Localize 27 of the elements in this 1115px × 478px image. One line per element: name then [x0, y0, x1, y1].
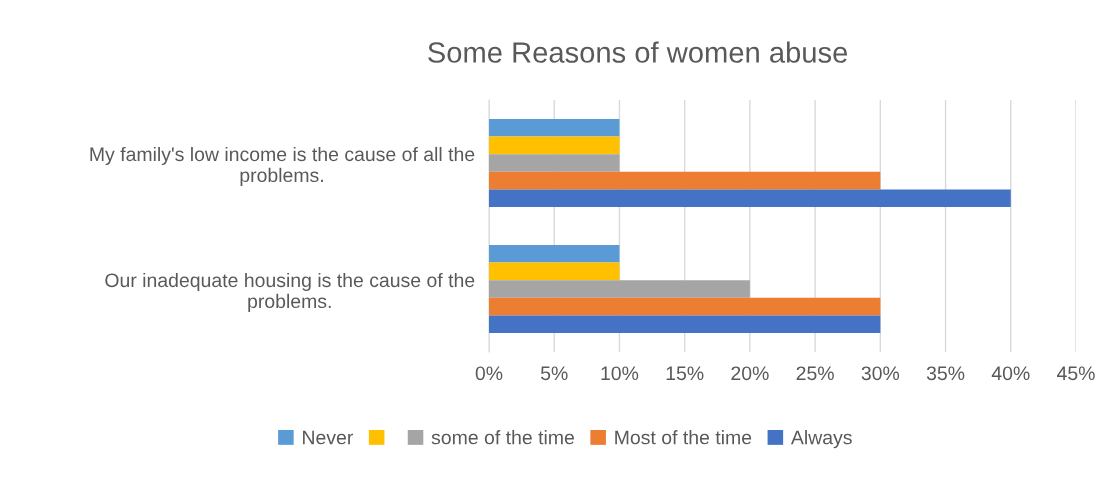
- x-tick-label: 35%: [926, 366, 965, 381]
- legend-label: Most of the time: [615, 430, 752, 445]
- bar: [489, 262, 620, 281]
- chart-title: Some Reasons of women abuse: [428, 41, 848, 63]
- bar: [489, 297, 881, 316]
- x-tick-label: 45%: [1056, 366, 1095, 381]
- x-tick-label: 30%: [861, 366, 900, 381]
- bar: [489, 244, 620, 263]
- x-tick-label: 40%: [991, 366, 1030, 381]
- legend-label: Always: [790, 430, 852, 449]
- bar: [489, 189, 1011, 208]
- bar: [489, 118, 620, 137]
- x-tick-label: 10%: [601, 366, 639, 381]
- y-tick-label: Our inadequate housing is the cause of the problems.: [105, 272, 475, 312]
- x-tick-label: 15%: [666, 366, 704, 381]
- bar: [489, 154, 620, 172]
- bar: [489, 280, 750, 298]
- y-tick-label: My family's low income is the cause of all the problems.: [90, 146, 475, 186]
- bar: [489, 171, 881, 190]
- x-tick-label: 20%: [731, 366, 769, 381]
- x-tick-label: 25%: [796, 366, 834, 381]
- x-tick-label: 0%: [475, 366, 503, 381]
- bar: [489, 136, 620, 155]
- legend-label: some of the time: [431, 430, 574, 445]
- legend-label: Never: [303, 430, 353, 445]
- x-tick-label: 5%: [540, 366, 568, 381]
- bar: [489, 315, 881, 334]
